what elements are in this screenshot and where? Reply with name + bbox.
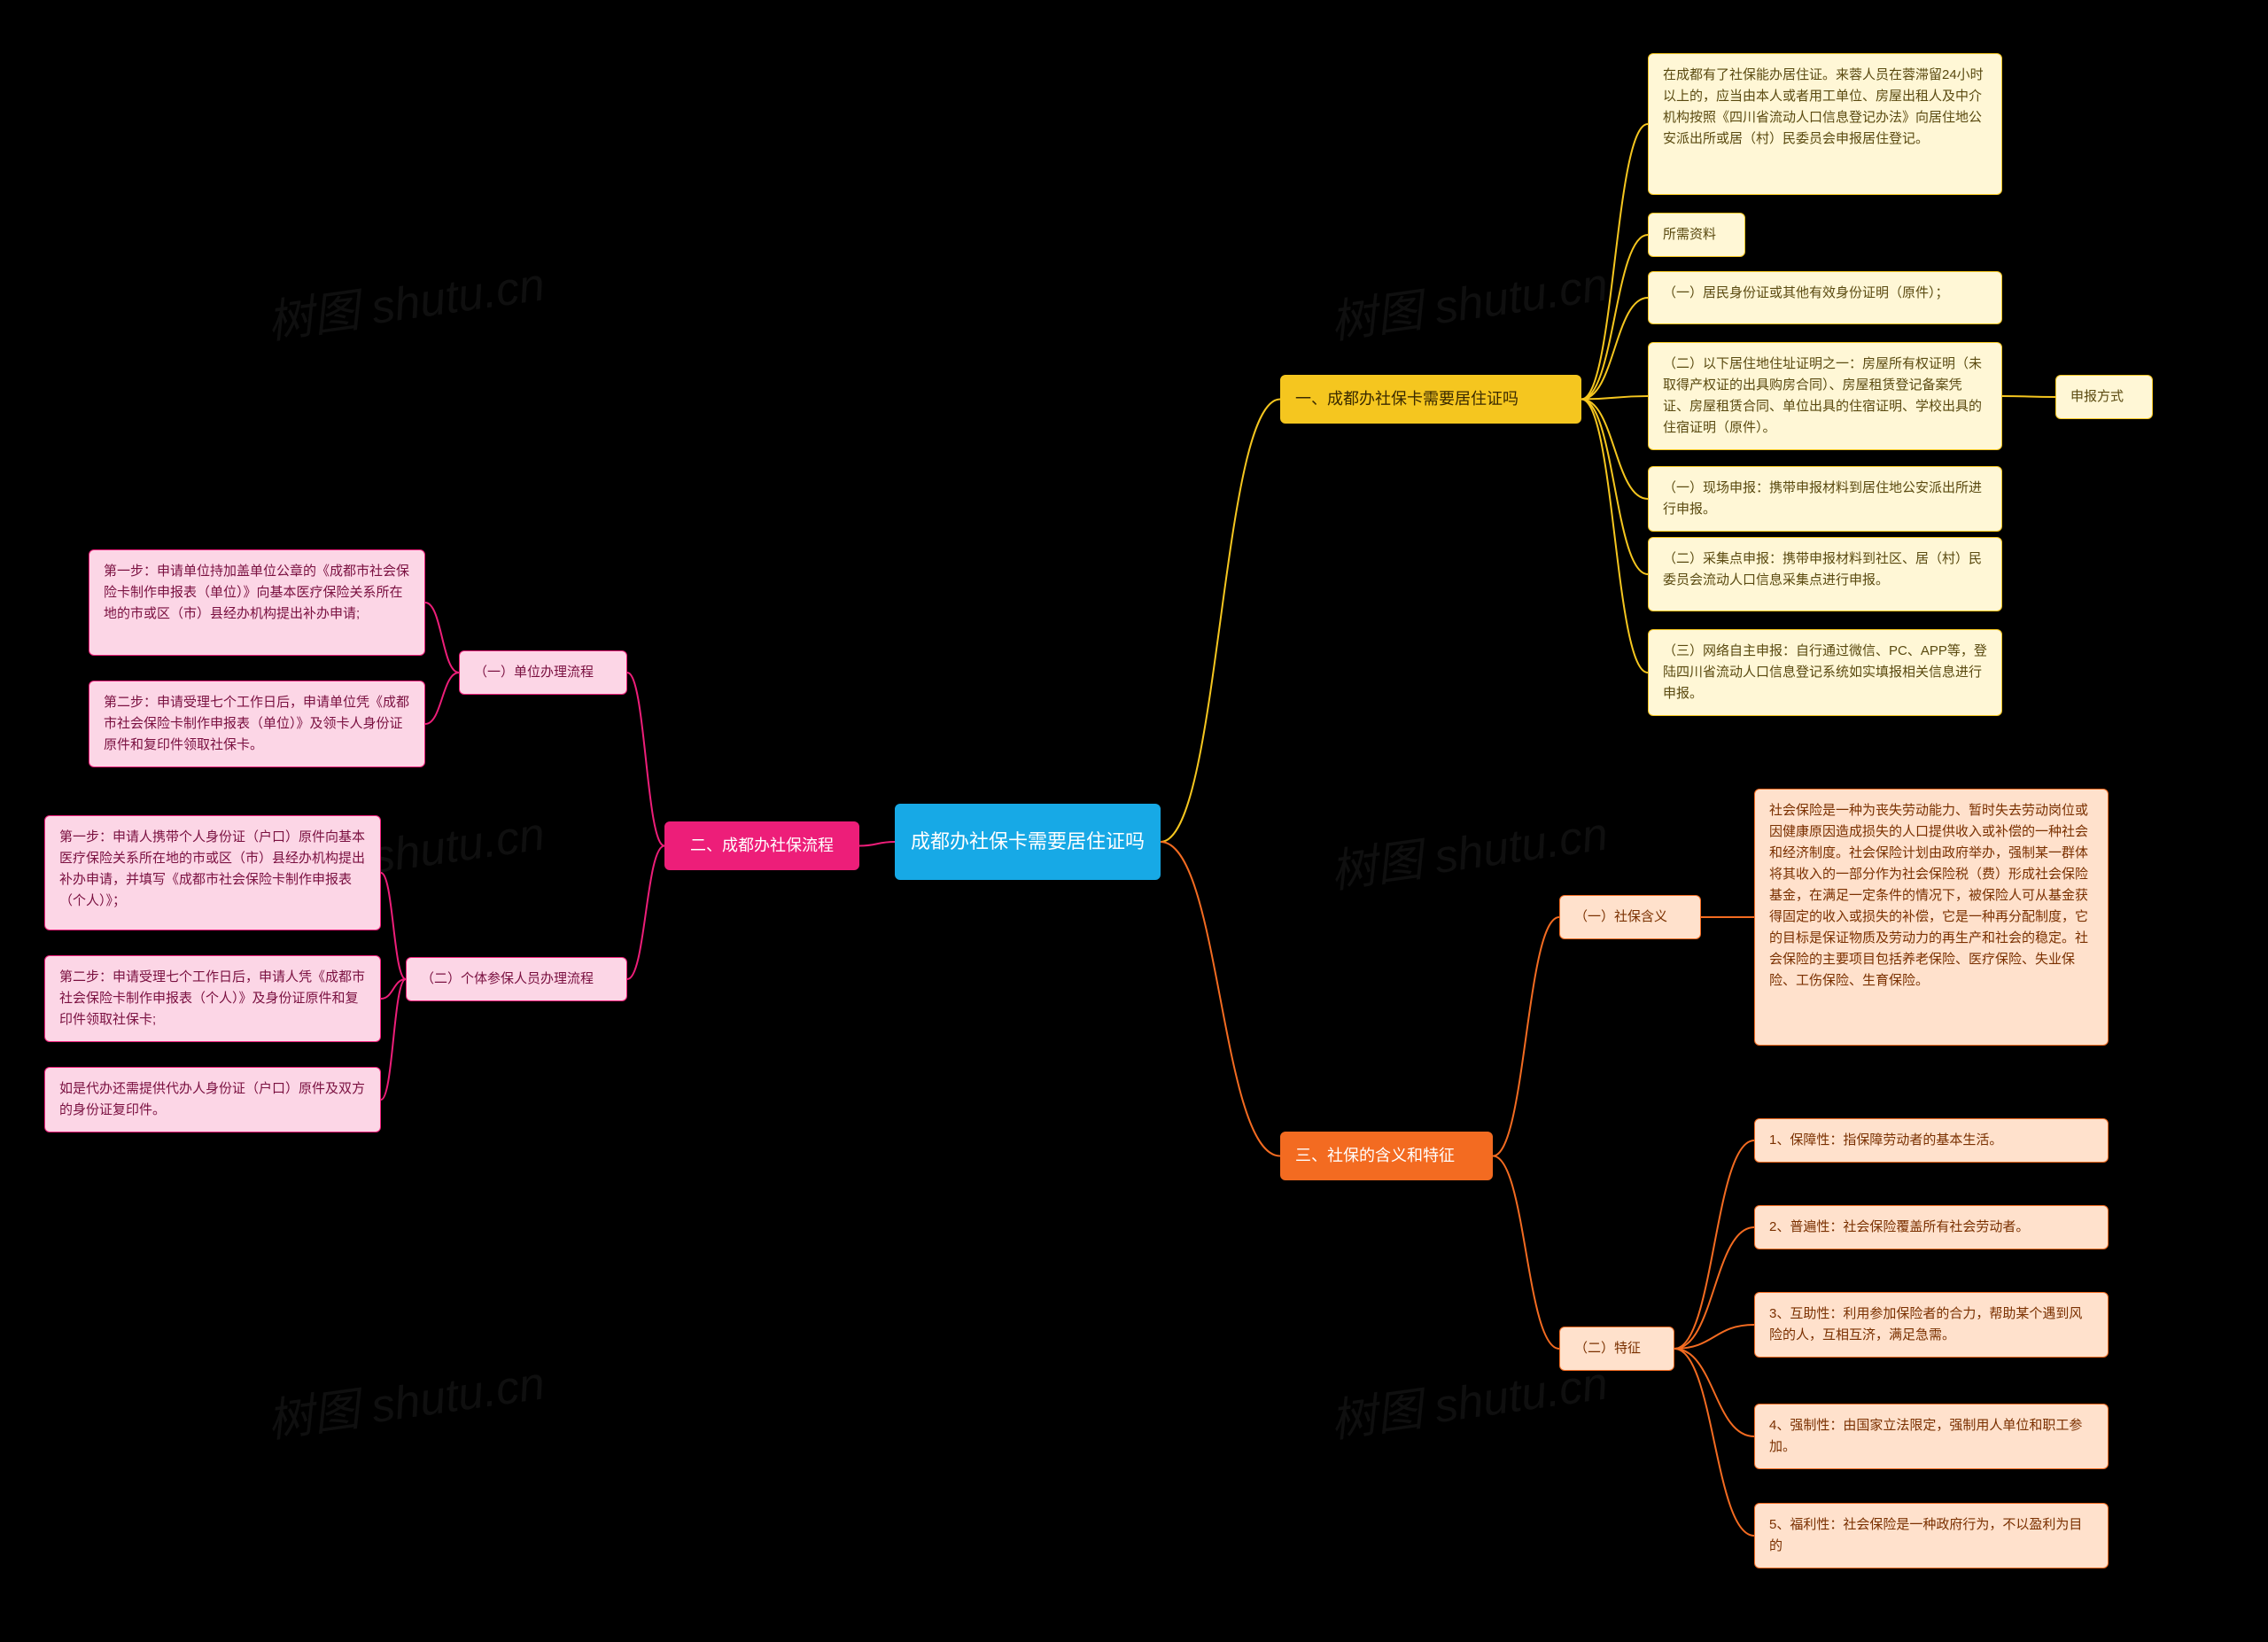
connector: [1581, 124, 1648, 400]
watermark: 树图 shutu.cn: [1325, 796, 1611, 900]
watermark: 树图 shutu.cn: [1325, 246, 1611, 351]
connector: [1674, 1325, 1754, 1349]
node-b3c2a[interactable]: 1、保障性：指保障劳动者的基本生活。: [1754, 1118, 2109, 1163]
node-label: 1、保障性：指保障劳动者的基本生活。: [1769, 1132, 2002, 1148]
node-label: （二）特征: [1574, 1341, 1641, 1356]
connector: [859, 842, 895, 846]
node-label: （一）单位办理流程: [474, 665, 594, 680]
node-label: 三、社保的含义和特征: [1295, 1147, 1455, 1164]
connector: [425, 603, 459, 673]
node-b2c2a[interactable]: 第一步：申请人携带个人身份证（户口）原件向基本医疗保险关系所在地的市或区（市）县…: [44, 815, 381, 930]
connector: [2002, 396, 2055, 397]
node-label: 2、普遍性：社会保险覆盖所有社会劳动者。: [1769, 1219, 2029, 1234]
connector: [627, 846, 664, 980]
node-label: 第二步：申请受理七个工作日后，申请人凭《成都市社会保险卡制作申报表（个人）》及身…: [59, 969, 365, 1027]
node-b2c1a[interactable]: 第一步：申请单位持加盖单位公章的《成都市社会保险卡制作申报表（单位）》向基本医疗…: [89, 549, 425, 656]
connector: [381, 979, 406, 1100]
node-b2c1b[interactable]: 第二步：申请受理七个工作日后，申请单位凭《成都市社会保险卡制作申报表（单位）》及…: [89, 681, 425, 767]
connector: [425, 673, 459, 724]
node-label: 如是代办还需提供代办人身份证（户口）原件及双方的身份证复印件。: [59, 1081, 365, 1117]
node-label: （二）以下居住地住址证明之一：房屋所有权证明（未取得产权证的出具购房合同）、房屋…: [1663, 356, 1982, 435]
node-b1[interactable]: 一、成都办社保卡需要居住证吗: [1280, 375, 1581, 424]
connector: [1674, 1349, 1754, 1436]
connector: [1674, 1349, 1754, 1536]
watermark: 树图 shutu.cn: [262, 1345, 548, 1450]
node-b2c2c[interactable]: 如是代办还需提供代办人身份证（户口）原件及双方的身份证复印件。: [44, 1067, 381, 1132]
connector: [1581, 400, 1648, 575]
node-b3c2[interactable]: （二）特征: [1559, 1327, 1674, 1371]
connector: [1581, 400, 1648, 500]
node-root[interactable]: 成都办社保卡需要居住证吗: [895, 804, 1161, 880]
node-label: 第一步：申请人携带个人身份证（户口）原件向基本医疗保险关系所在地的市或区（市）县…: [59, 829, 365, 908]
node-b1c3[interactable]: （一）居民身份证或其他有效身份证明（原件）；: [1648, 271, 2002, 324]
node-b3c2e[interactable]: 5、福利性：社会保险是一种政府行为，不以盈利为目的: [1754, 1503, 2109, 1568]
node-label: （一）居民身份证或其他有效身份证明（原件）；: [1663, 285, 1949, 300]
node-b1c6[interactable]: （二）采集点申报：携带申报材料到社区、居（村）民委员会流动人口信息采集点进行申报…: [1648, 537, 2002, 611]
node-label: （二）个体参保人员办理流程: [421, 971, 594, 986]
node-b3c2c[interactable]: 3、互助性：利用参加保险者的合力，帮助某个遇到风险的人，互相互济，满足急需。: [1754, 1292, 2109, 1358]
node-b1c5[interactable]: （一）现场申报：携带申报材料到居住地公安派出所进行申报。: [1648, 466, 2002, 532]
node-label: 二、成都办社保流程: [690, 833, 834, 859]
node-b1c4a[interactable]: 申报方式: [2055, 375, 2153, 419]
watermark: 树图 shutu.cn: [262, 246, 548, 351]
node-label: 3、互助性：利用参加保险者的合力，帮助某个遇到风险的人，互相互济，满足急需。: [1769, 1306, 2082, 1342]
node-label: 成都办社保卡需要居住证吗: [911, 826, 1145, 857]
node-label: 所需资料: [1663, 227, 1716, 242]
connector: [1161, 842, 1280, 1156]
node-b3c1[interactable]: （一）社保含义: [1559, 895, 1701, 939]
node-b3c2d[interactable]: 4、强制性：由国家立法限定，强制用人单位和职工参加。: [1754, 1404, 2109, 1469]
connector: [381, 979, 406, 999]
node-label: （二）采集点申报：携带申报材料到社区、居（村）民委员会流动人口信息采集点进行申报…: [1663, 551, 1982, 588]
connector: [1493, 1156, 1559, 1350]
node-label: （一）现场申报：携带申报材料到居住地公安派出所进行申报。: [1663, 480, 1982, 517]
mindmap-canvas: 树图 shutu.cn 树图 shutu.cn 树图 shutu.cn 树图 shut…: [0, 0, 2268, 1642]
node-label: 5、福利性：社会保险是一种政府行为，不以盈利为目的: [1769, 1517, 2082, 1553]
node-b3[interactable]: 三、社保的含义和特征: [1280, 1132, 1493, 1180]
node-label: 4、强制性：由国家立法限定，强制用人单位和职工参加。: [1769, 1418, 2082, 1454]
node-b1c1[interactable]: 在成都有了社保能办居住证。来蓉人员在蓉滞留24小时以上的，应当由本人或者用工单位…: [1648, 53, 2002, 195]
node-label: 在成都有了社保能办居住证。来蓉人员在蓉滞留24小时以上的，应当由本人或者用工单位…: [1663, 67, 1984, 146]
node-label: 第一步：申请单位持加盖单位公章的《成都市社会保险卡制作申报表（单位）》向基本医疗…: [104, 564, 409, 621]
node-b3c2b[interactable]: 2、普遍性：社会保险覆盖所有社会劳动者。: [1754, 1205, 2109, 1249]
node-b1c2[interactable]: 所需资料: [1648, 213, 1745, 257]
node-b2c1[interactable]: （一）单位办理流程: [459, 650, 627, 695]
node-label: 申报方式: [2070, 389, 2124, 404]
node-label: （三）网络自主申报：自行通过微信、PC、APP等，登陆四川省流动人口信息登记系统…: [1663, 643, 1987, 701]
connector: [1581, 298, 1648, 400]
node-label: 一、成都办社保卡需要居住证吗: [1295, 390, 1518, 408]
connector: [1674, 1140, 1754, 1349]
node-b2c2[interactable]: （二）个体参保人员办理流程: [406, 957, 627, 1001]
connector: [1581, 396, 1648, 400]
connector: [1674, 1227, 1754, 1349]
connector: [1581, 400, 1648, 673]
node-label: 第二步：申请受理七个工作日后，申请单位凭《成都市社会保险卡制作申报表（单位）》及…: [104, 695, 409, 752]
node-label: （一）社保含义: [1574, 909, 1667, 924]
node-b2c2b[interactable]: 第二步：申请受理七个工作日后，申请人凭《成都市社会保险卡制作申报表（个人）》及身…: [44, 955, 381, 1042]
node-label: 社会保险是一种为丧失劳动能力、暂时失去劳动岗位或因健康原因造成损失的人口提供收入…: [1769, 803, 2088, 988]
node-b3c1a[interactable]: 社会保险是一种为丧失劳动能力、暂时失去劳动岗位或因健康原因造成损失的人口提供收入…: [1754, 789, 2109, 1046]
connector: [1161, 400, 1280, 843]
connector: [381, 873, 406, 979]
connector: [627, 673, 664, 846]
node-b1c4[interactable]: （二）以下居住地住址证明之一：房屋所有权证明（未取得产权证的出具购房合同）、房屋…: [1648, 342, 2002, 450]
node-b2[interactable]: 二、成都办社保流程: [664, 821, 859, 870]
node-b1c7[interactable]: （三）网络自主申报：自行通过微信、PC、APP等，登陆四川省流动人口信息登记系统…: [1648, 629, 2002, 716]
connector: [1493, 917, 1559, 1156]
connector: [1581, 235, 1648, 400]
